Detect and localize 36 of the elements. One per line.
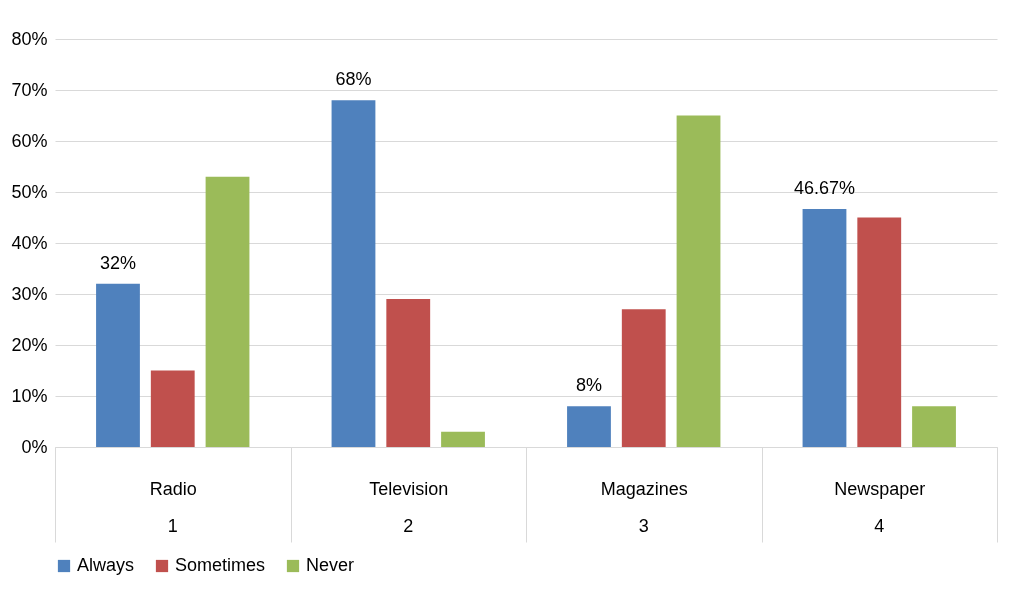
bar [621, 309, 666, 447]
text: 4 [874, 516, 885, 536]
legend-label: Never [306, 555, 355, 575]
bar [150, 370, 195, 447]
data-label: 32% [99, 252, 136, 273]
y-tick-label: 70% [11, 79, 48, 100]
y-tick-label: 10% [11, 385, 48, 406]
bar [205, 176, 250, 447]
bar [676, 115, 721, 447]
x-tick-label: Newspaper [834, 478, 926, 499]
text: 2 [403, 516, 414, 536]
bar [441, 431, 485, 447]
bar [912, 406, 956, 447]
y-tick-label: 20% [11, 334, 48, 355]
y-tick-label: 60% [11, 130, 48, 151]
y-tick-label: 30% [11, 283, 48, 304]
y-tick-label: 40% [11, 232, 48, 253]
bar [96, 283, 140, 447]
y-tick-label: 80% [11, 28, 48, 49]
bar [802, 208, 847, 447]
legend-label: Always [77, 555, 135, 575]
x-tick-label: Television [369, 478, 449, 499]
data-label: 8% [575, 375, 602, 396]
text: 3 [638, 516, 649, 536]
legend-label: Sometimes [175, 555, 266, 575]
bar [386, 299, 431, 447]
x-tick-label: Radio [149, 478, 197, 499]
text: 1 [167, 516, 178, 536]
data-label: 68% [335, 69, 372, 90]
y-tick-label: 0% [21, 436, 48, 457]
bar [331, 100, 376, 447]
x-tick-label: Magazines [600, 478, 688, 499]
bar [857, 217, 902, 447]
bar [567, 406, 611, 447]
data-label: 46.67% [793, 177, 856, 198]
y-tick-label: 50% [11, 181, 48, 202]
